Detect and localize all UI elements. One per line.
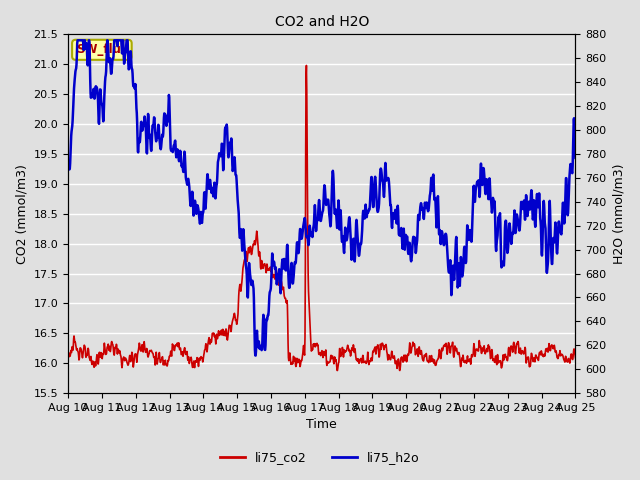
Text: SW_flux: SW_flux: [76, 43, 128, 56]
Legend: li75_co2, li75_h2o: li75_co2, li75_h2o: [215, 446, 425, 469]
X-axis label: Time: Time: [307, 419, 337, 432]
Title: CO2 and H2O: CO2 and H2O: [275, 15, 369, 29]
Y-axis label: CO2 (mmol/m3): CO2 (mmol/m3): [15, 164, 28, 264]
Y-axis label: H2O (mmol/m3): H2O (mmol/m3): [612, 164, 625, 264]
